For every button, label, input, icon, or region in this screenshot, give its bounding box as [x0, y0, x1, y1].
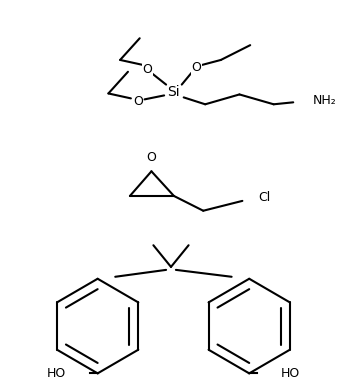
Text: O: O	[133, 95, 143, 108]
Text: O: O	[142, 63, 152, 76]
Text: O: O	[147, 151, 156, 164]
Text: HO: HO	[280, 367, 300, 380]
Text: O: O	[191, 61, 201, 74]
Text: Si: Si	[168, 85, 180, 100]
Text: HO: HO	[47, 367, 66, 380]
Text: NH₂: NH₂	[313, 94, 336, 107]
Text: Cl: Cl	[258, 191, 270, 205]
